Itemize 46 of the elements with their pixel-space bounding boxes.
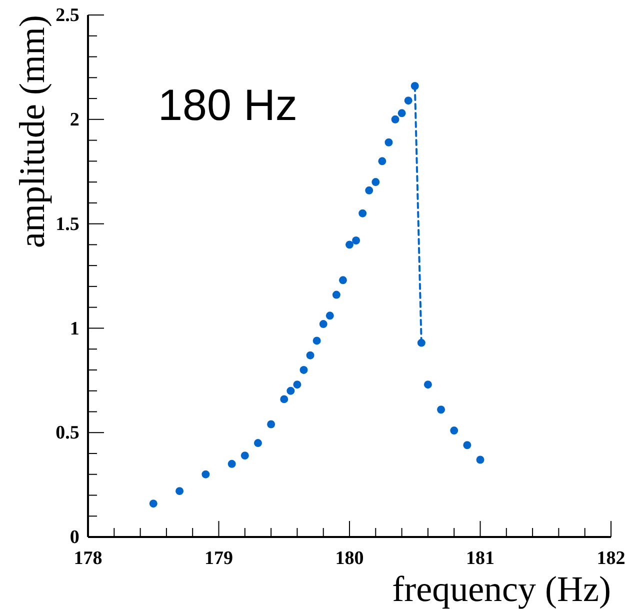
point <box>378 157 386 166</box>
point <box>352 236 360 244</box>
point <box>384 138 393 146</box>
x-tick-label: 182 <box>596 548 625 569</box>
annotation: 180 Hz <box>158 81 298 130</box>
x-tick-label: 178 <box>74 548 102 569</box>
point <box>254 439 262 448</box>
point <box>424 380 432 389</box>
point <box>404 96 412 105</box>
point <box>319 320 328 328</box>
y-tick-label: 2 <box>70 109 80 130</box>
point <box>450 426 458 434</box>
point <box>267 420 276 428</box>
y-axis-title: amplitude (mm) <box>12 15 52 248</box>
point <box>346 240 354 249</box>
point <box>372 178 380 186</box>
point <box>332 290 340 299</box>
point <box>437 406 446 414</box>
point <box>338 276 347 284</box>
point <box>476 456 484 464</box>
point <box>280 395 288 404</box>
x-tick-label: 180 <box>335 548 364 569</box>
point <box>300 366 308 374</box>
point <box>176 487 184 496</box>
point <box>202 470 210 478</box>
point <box>240 452 249 460</box>
point <box>306 351 314 360</box>
y-tick-label: 1.5 <box>56 214 80 235</box>
point <box>326 312 334 320</box>
point <box>365 186 374 194</box>
point <box>149 500 158 508</box>
y-tick-label: 0 <box>70 527 80 548</box>
point <box>463 441 472 450</box>
point <box>358 209 367 218</box>
point <box>391 115 400 124</box>
point <box>228 460 236 468</box>
y-tick-label: 1 <box>70 318 80 340</box>
x-tick-label: 181 <box>466 548 494 569</box>
point <box>286 386 295 395</box>
y-tick-label: 2.5 <box>56 5 80 26</box>
x-axis-title: frequency (Hz) <box>392 569 611 609</box>
point <box>293 380 302 389</box>
point <box>398 109 406 118</box>
x-tick-label: 179 <box>204 548 233 569</box>
y-tick-label: 0.5 <box>56 422 80 444</box>
point <box>312 336 321 345</box>
